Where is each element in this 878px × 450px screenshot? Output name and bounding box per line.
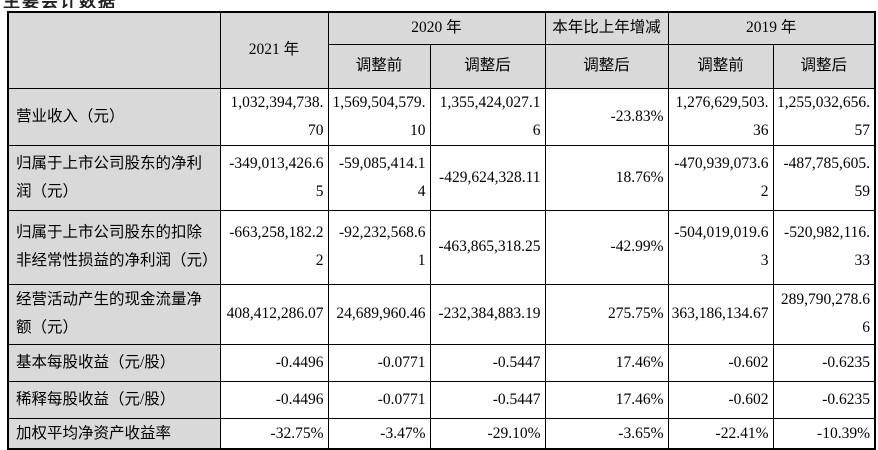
financial-summary-table: 2021 年 2020 年 本年比上年增减 2019 年 调整前 调整后 调整后… [7, 11, 876, 450]
table-row-net-profit: 归属于上市公司股东的净利润（元） -349,013,426.65 -59,085… [7, 144, 876, 211]
header-row-years: 2021 年 2020 年 本年比上年增减 2019 年 [7, 11, 876, 89]
value-cell-2020-before: 24,689,960.46 [327, 283, 431, 345]
table-row-operating-cash-flow: 经营活动产生的现金流量净额（元） 408,412,286.07 24,689,9… [7, 283, 876, 345]
value-cell-2019-after: -487,785,605.59 [772, 144, 876, 211]
value-cell-change: 17.46% [544, 343, 669, 382]
row-label-cell: 加权平均净资产收益率 [7, 417, 221, 450]
value-cell-change: -3.65% [544, 417, 669, 450]
row-label-cell: 基本每股收益（元/股） [7, 343, 221, 382]
value-cell-2019-after: -520,982,116.33 [772, 209, 876, 285]
value-cell-2019-before: -0.602 [667, 343, 774, 382]
value-cell-2020-after: -463,865,318.25 [429, 209, 546, 285]
value-cell-change: -42.99% [544, 209, 669, 285]
value-cell-2019-after: 289,790,278.66 [772, 283, 876, 345]
value-cell-2019-before: -470,939,073.62 [667, 144, 774, 211]
value-cell-change: 18.76% [544, 144, 669, 211]
value-cell-2020-before: -3.47% [327, 417, 431, 450]
value-cell-2021: -0.4496 [219, 343, 329, 382]
clipped-page-title-text: 主要会计数据 [3, 0, 163, 8]
value-cell-2020-after: -429,624,328.11 [429, 144, 546, 211]
table-row-net-profit-excl-nonrecurring: 归属于上市公司股东的扣除非经常性损益的净利润（元） -663,258,182.2… [7, 209, 876, 285]
subheader-change-after: 调整后 [544, 43, 669, 89]
header-label-blank [7, 11, 221, 89]
subheader-2020-before: 调整前 [327, 43, 431, 89]
value-cell-2019-after: -0.6235 [772, 343, 876, 382]
value-cell-2019-after: -10.39% [772, 417, 876, 450]
value-cell-2019-before: 363,186,134.67 [667, 283, 774, 345]
value-cell-2020-after: -29.10% [429, 417, 546, 450]
header-year-2020: 2020 年 [327, 11, 546, 45]
value-cell-2021: 1,032,394,738.70 [219, 87, 329, 146]
row-label-cell: 归属于上市公司股东的净利润（元） [7, 144, 221, 211]
value-cell-2020-before: -59,085,414.14 [327, 144, 431, 211]
value-cell-2021: -663,258,182.22 [219, 209, 329, 285]
value-cell-2020-after: 1,355,424,027.16 [429, 87, 546, 146]
row-label-cell: 营业收入（元） [7, 87, 221, 146]
row-label-cell: 归属于上市公司股东的扣除非经常性损益的净利润（元） [7, 209, 221, 285]
value-cell-2020-after: -0.5447 [429, 343, 546, 382]
value-cell-2019-before: -504,019,019.63 [667, 209, 774, 285]
value-cell-change: 17.46% [544, 380, 669, 419]
value-cell-2020-before: -92,232,568.61 [327, 209, 431, 285]
row-label-cell: 稀释每股收益（元/股） [7, 380, 221, 419]
value-cell-2020-after: -0.5447 [429, 380, 546, 419]
table-row-basic-eps: 基本每股收益（元/股） -0.4496 -0.0771 -0.5447 17.4… [7, 343, 876, 382]
value-cell-2019-after: 1,255,032,656.57 [772, 87, 876, 146]
clipped-page-title: 主要会计数据 [3, 0, 163, 8]
row-label-cell: 经营活动产生的现金流量净额（元） [7, 283, 221, 345]
header-yoy-change: 本年比上年增减 [544, 11, 669, 45]
header-year-2021: 2021 年 [219, 11, 329, 89]
value-cell-2020-before: 1,569,504,579.10 [327, 87, 431, 146]
value-cell-2021: -32.75% [219, 417, 329, 450]
header-year-2019: 2019 年 [667, 11, 876, 45]
value-cell-2019-before: 1,276,629,503.36 [667, 87, 774, 146]
table-row-revenue: 营业收入（元） 1,032,394,738.70 1,569,504,579.1… [7, 87, 876, 146]
subheader-2020-after: 调整后 [429, 43, 546, 89]
value-cell-2021: -349,013,426.65 [219, 144, 329, 211]
value-cell-2019-after: -0.6235 [772, 380, 876, 419]
table-row-weighted-avg-roe: 加权平均净资产收益率 -32.75% -3.47% -29.10% -3.65%… [7, 417, 876, 450]
header-row-adjust: 调整前 调整后 调整后 调整前 调整后 [8, 43, 876, 89]
value-cell-2020-before: -0.0771 [327, 343, 431, 382]
value-cell-2021: 408,412,286.07 [219, 283, 329, 345]
value-cell-change: 275.75% [544, 283, 669, 345]
subheader-2019-after: 调整后 [772, 43, 876, 89]
subheader-2019-before: 调整前 [667, 43, 774, 89]
value-cell-2020-after: -232,384,883.19 [429, 283, 546, 345]
value-cell-2019-before: -0.602 [667, 380, 774, 419]
table-row-diluted-eps: 稀释每股收益（元/股） -0.4496 -0.0771 -0.5447 17.4… [7, 380, 876, 419]
value-cell-change: -23.83% [544, 87, 669, 146]
value-cell-2021: -0.4496 [219, 380, 329, 419]
value-cell-2020-before: -0.0771 [327, 380, 431, 419]
value-cell-2019-before: -22.41% [667, 417, 774, 450]
